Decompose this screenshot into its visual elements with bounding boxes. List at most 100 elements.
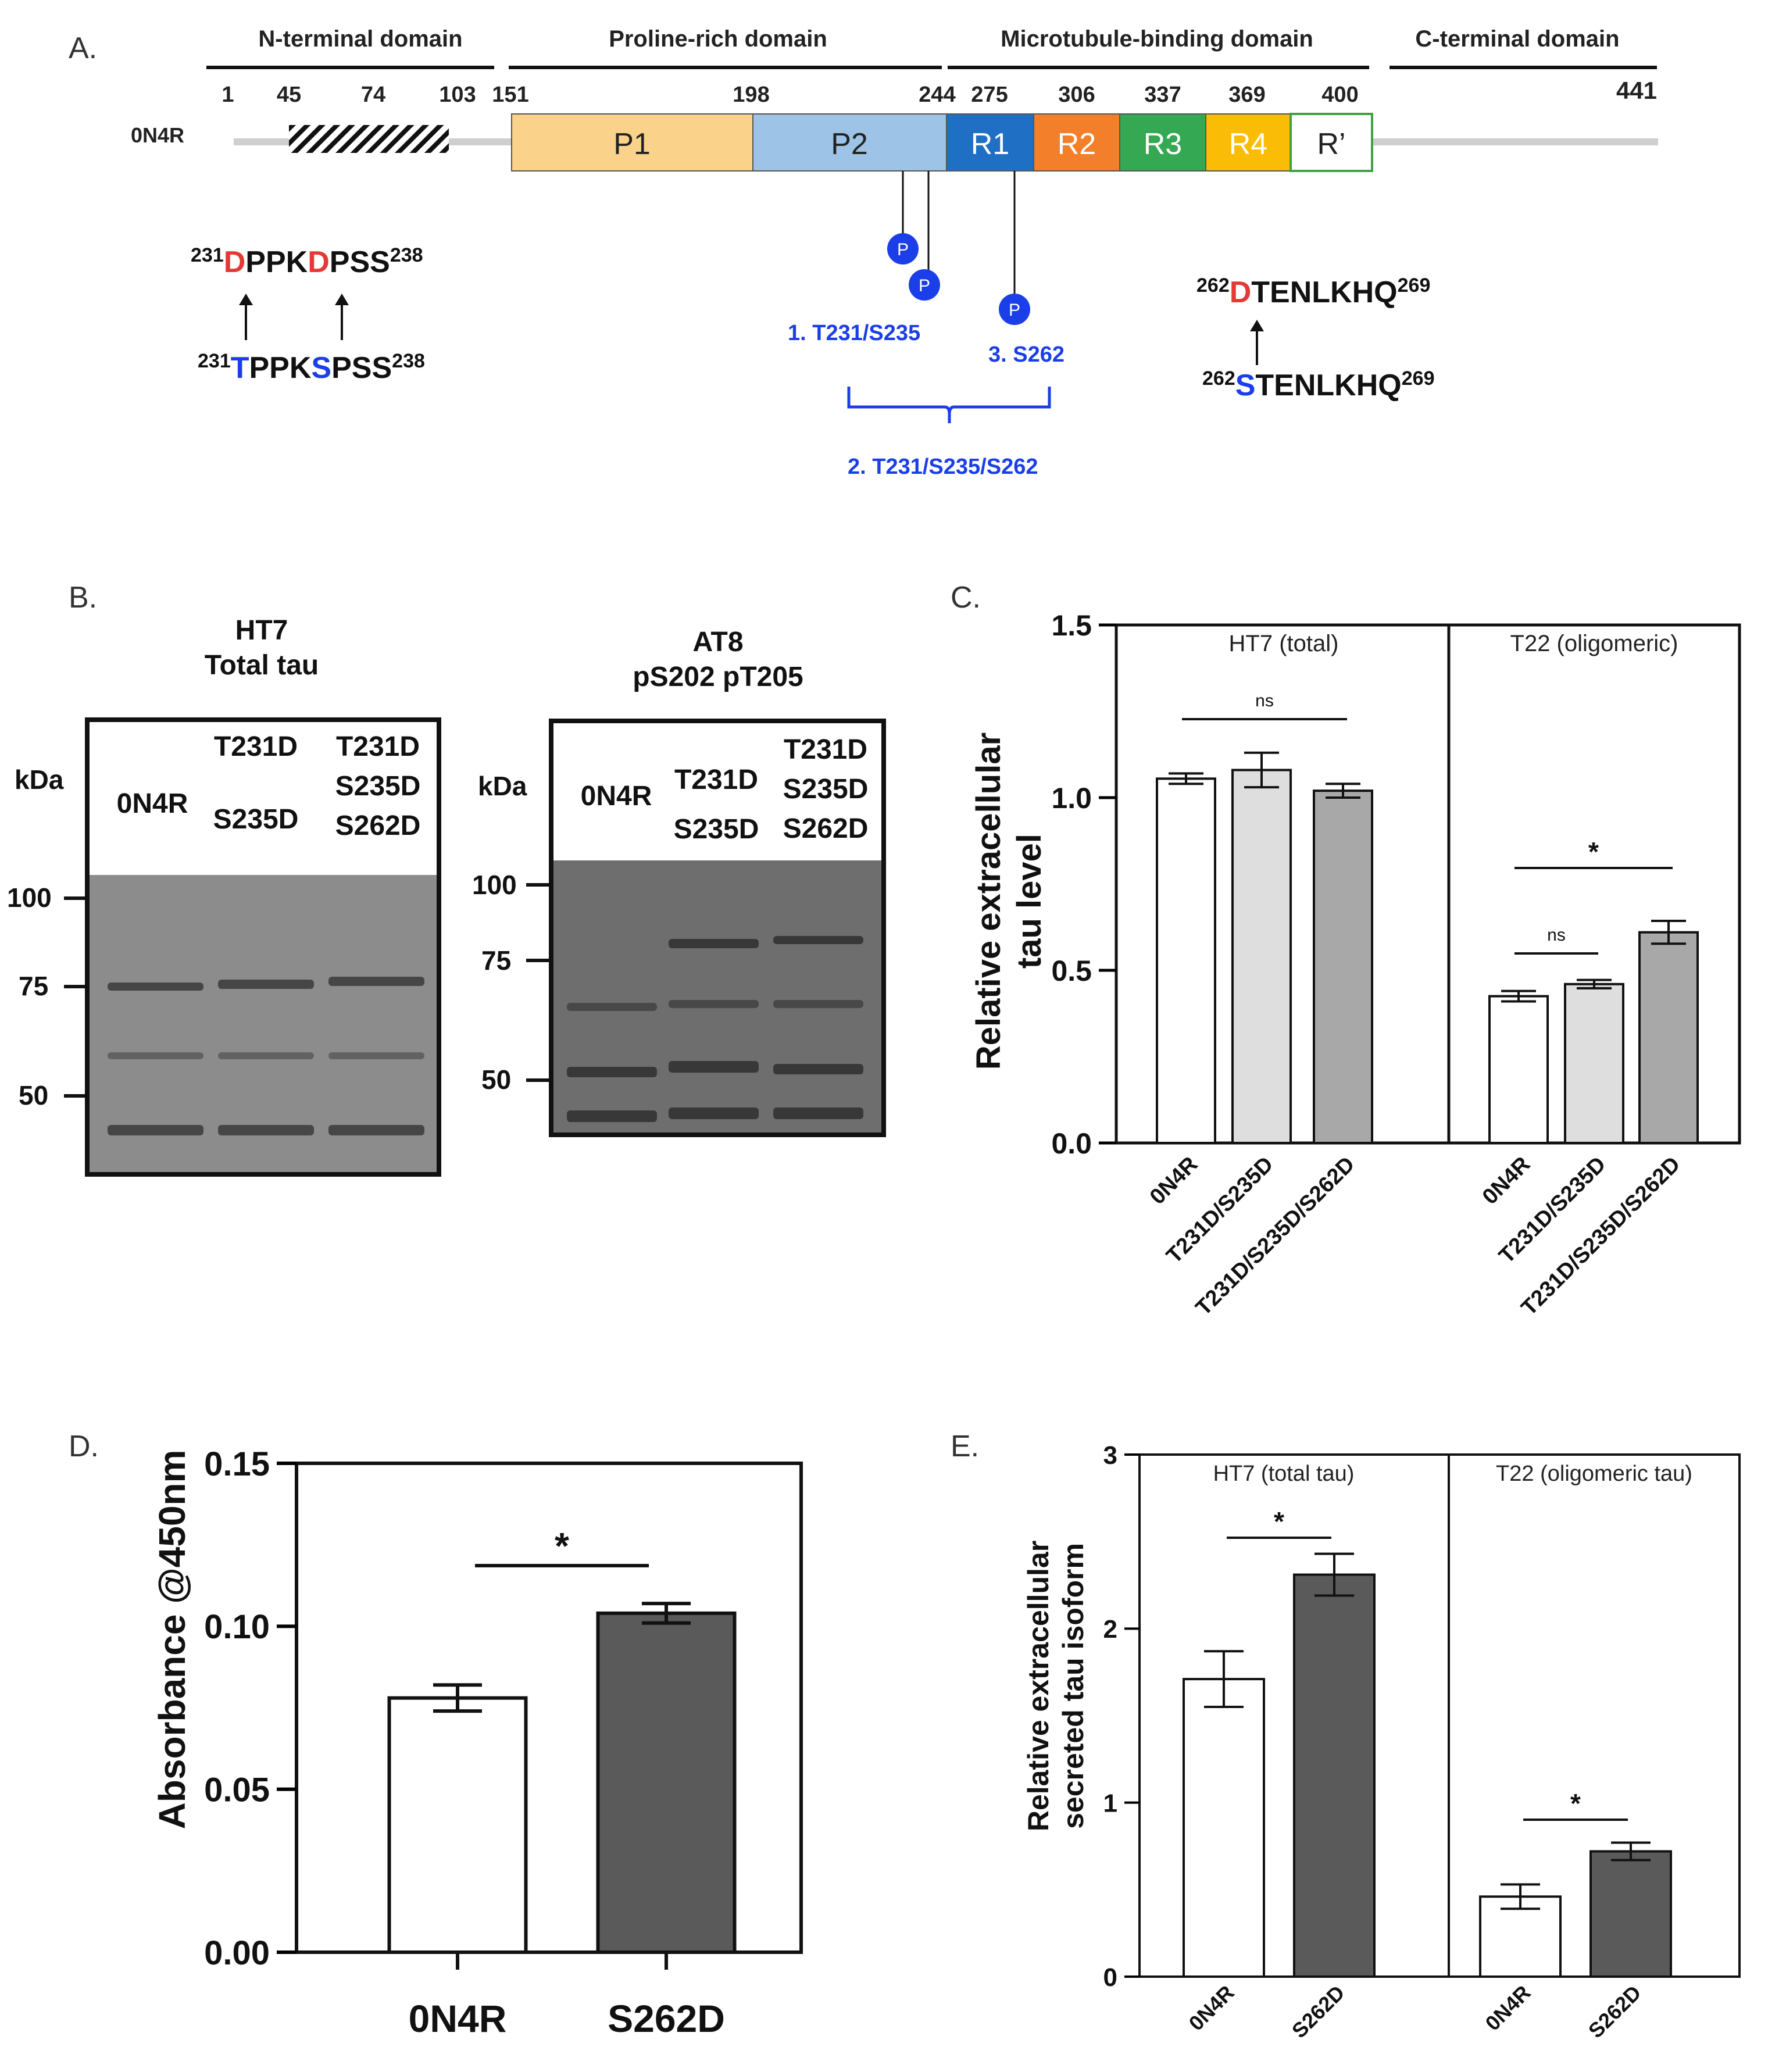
panel-d: D. Absorbance @450nm 0.00 0.05 0.10 0.15 0N4… (69, 1430, 803, 2040)
blot2-band-lane3-80 (773, 936, 863, 944)
blot1-band-lane2-75 (218, 980, 314, 989)
site-label-1: 1. T231/S235 (788, 321, 920, 345)
arrowhead-t231 (239, 294, 253, 305)
panel-c-ytick-label-1_5: 1.5 (1051, 609, 1092, 642)
region-r3 (1119, 113, 1206, 172)
panel-d-xlabel-0: 0N4R (409, 1997, 507, 2040)
position-337: 337 (1144, 83, 1181, 107)
panel-c-g0-bar-2 (1313, 789, 1373, 1144)
panel-d-ytick-label-0_15: 0.15 (204, 1445, 270, 1483)
region-label-r1: R1 (971, 127, 1009, 161)
isoform-label: 0N4R (131, 123, 184, 147)
panel-e-g1-bar-1 (1589, 1850, 1672, 1978)
panel-d-ytick-label-0_10: 0.10 (204, 1608, 270, 1646)
blot2-kda-label: kDa (478, 771, 527, 801)
position-306: 306 (1058, 83, 1095, 107)
blot2-lane3-label-2: S235D (783, 774, 869, 805)
blot2-lane3-label-3: S262D (783, 813, 869, 844)
blot2-band-lane3-45 (773, 1108, 863, 1119)
site-label-3: 3. S262 (988, 342, 1065, 367)
panel-c-g0-sig-label-0: ns (1255, 691, 1274, 710)
blot1-band-lane1-50 (108, 1125, 203, 1135)
region-r1 (946, 113, 1034, 172)
blot2-membrane (553, 860, 881, 1133)
blot2-band-lane1-45 (567, 1110, 657, 1122)
domain-label-c-terminal: C-terminal domain (1415, 26, 1619, 52)
blot1-marker-75: 75 (19, 971, 48, 1001)
panel-c-plot-frame (1115, 623, 1741, 1145)
panel-d-ylabel: Absorbance @450nm (151, 1450, 193, 1830)
blot1-title-target: Total tau (205, 650, 319, 681)
blot2-band-lane2-80 (669, 939, 759, 948)
panel-c-ytick-label-0_5: 0.5 (1051, 955, 1092, 987)
blot2-band-lane3-70 (773, 1000, 863, 1008)
panel-d-sig-label-0: * (555, 1525, 569, 1567)
panel-e-g1-sig-label-0: * (1570, 1788, 1581, 1819)
blot1-marker-50: 50 (19, 1080, 48, 1110)
panel-e-ytick-label-3: 3 (1103, 1441, 1117, 1470)
wt-sequence-262-269: 262STENLKHQ269 (1202, 367, 1434, 402)
blot1-lane2-label-1: T231D (214, 731, 298, 762)
site-label-2: 2. T231/S235/S262 (848, 455, 1038, 479)
blot2-band-lane2-45 (669, 1108, 759, 1119)
panel-c-ytick-label-0_0: 0.0 (1051, 1127, 1092, 1160)
panel-c-g1-bar-2 (1638, 931, 1699, 1145)
panel-c-g1-sig-label-1: ns (1547, 926, 1566, 945)
region-label-p1: P1 (613, 127, 651, 161)
position-369: 369 (1228, 83, 1265, 107)
panel-d-ytick-label-0_05: 0.05 (204, 1771, 270, 1809)
position-198: 198 (733, 83, 769, 107)
region-label-r4: R4 (1229, 127, 1267, 161)
panel-c-g1-bar-0 (1488, 995, 1549, 1145)
domain-label-proline-rich: Proline-rich domain (609, 26, 827, 52)
panel-c-g0-bar-0 (1156, 777, 1216, 1144)
phospho-marker-s235 (909, 269, 940, 301)
panel-d-label: D. (69, 1430, 99, 1463)
panel-e-ylabel-line2: secreted tau isoform (1057, 1543, 1090, 1829)
region-r4 (1205, 113, 1291, 172)
panel-c-g1-header: T22 (oligomeric) (1510, 631, 1678, 656)
blot2-lane3-label-1: T231D (784, 734, 867, 765)
position-400: 400 (1321, 83, 1358, 107)
panel-c-label: C. (951, 581, 981, 615)
phospho-marker-s262 (999, 294, 1030, 325)
panel-e-ylabel-line1: Relative extracellular (1022, 1541, 1055, 1831)
blot2-band-lane3-55 (773, 1064, 863, 1074)
region-label-r2: R2 (1058, 127, 1096, 161)
panel-c-ylabel-line2: tau level (1010, 834, 1048, 969)
panel-c-ytick-label-1_0: 1.0 (1051, 782, 1092, 814)
panel-c-g1-sig-label-0: * (1588, 837, 1599, 867)
blot2-marker-75: 75 (481, 945, 511, 976)
panel-a: A. N-terminal domain Proline-rich domain… (69, 26, 1658, 479)
region-label-p2: P2 (831, 127, 868, 161)
panel-e-g0-sig-label-0: * (1274, 1506, 1284, 1537)
panel-e: E. Relative extracellular secreted tau i… (951, 1430, 1741, 2042)
mutant-sequence-262-269: 262DTENLKHQ269 (1196, 274, 1430, 309)
panel-d-xlabel-1: S262D (608, 1997, 725, 2040)
phospho-marker-t231 (887, 233, 919, 265)
blot2-lane2-label-1: T231D (674, 765, 758, 795)
blot1-band-lane1-75 (108, 983, 203, 991)
panel-e-g0-bar-0 (1183, 1678, 1265, 1978)
position-1: 1 (222, 83, 234, 107)
phospho-marker-label-s235: P (919, 276, 930, 295)
position-103: 103 (439, 83, 476, 107)
blot2-marker-50: 50 (481, 1064, 511, 1095)
panel-d-plot-frame (295, 1462, 803, 1954)
domain-label-n-terminal: N-terminal domain (258, 26, 462, 52)
region-p2 (752, 113, 947, 172)
position-151: 151 (492, 83, 528, 107)
panel-e-g1-header: T22 (oligomeric tau) (1496, 1462, 1692, 1486)
wt-sequence-231-238: 231TPPKSPSS238 (198, 350, 425, 385)
panel-e-ytick-label-2: 2 (1103, 1615, 1117, 1644)
blot2-band-lane1-55 (567, 1067, 657, 1077)
blot1-membrane (90, 875, 437, 1172)
blot1-band-lane3-60 (328, 1052, 424, 1059)
blot1-title-antibody: HT7 (235, 615, 288, 646)
position-275: 275 (971, 83, 1008, 107)
panel-e-plot-frame (1138, 1453, 1741, 1978)
blot2-lane1-label: 0N4R (581, 781, 652, 812)
panel-d-bar-1 (596, 1611, 737, 1955)
mutant-sequence-231-238: 231DPPKDPSS238 (191, 244, 423, 279)
blot1-band-lane1-60 (108, 1052, 203, 1059)
